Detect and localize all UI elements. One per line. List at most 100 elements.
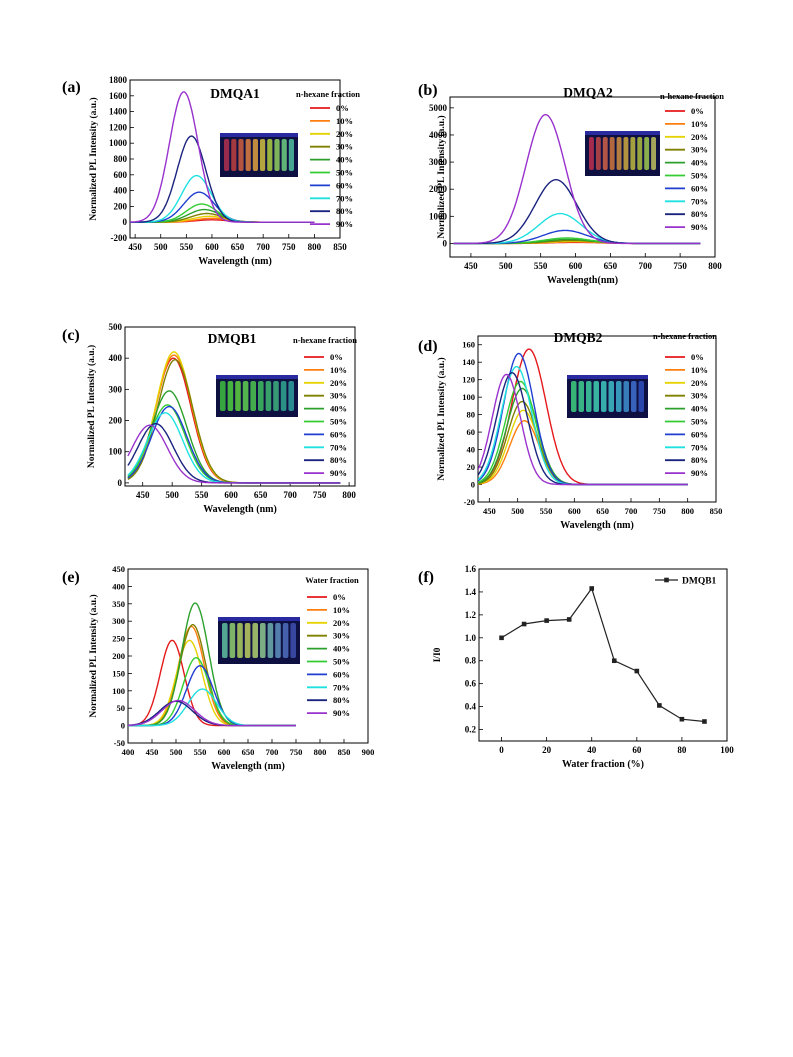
y-tick-label: 4000 [429,130,448,140]
inset-vial [608,381,614,412]
y-tick-label: 250 [112,634,125,644]
legend-label: 50% [691,417,708,427]
inset-top-band [585,131,660,135]
legend-label: 90% [336,219,353,229]
y-tick-label: 800 [114,154,128,164]
y-tick-label: 160 [462,340,475,350]
y-tick-label: 0.2 [465,725,477,735]
inset-vial [288,381,294,411]
legend-label: 30% [333,631,350,641]
legend-label: 40% [330,404,347,414]
y-tick-label: 100 [112,686,125,696]
x-tick-label: 40 [587,745,597,755]
legend-label: DMQB1 [682,577,717,587]
legend-title: Water fraction [305,575,359,585]
inset-vial [275,623,281,658]
y-tick-label: 400 [109,353,123,363]
inset-vial [258,381,264,411]
inset-photo [216,375,298,417]
chart-title: DMQB1 [208,331,257,346]
plot-frame [478,568,728,742]
y-tick-label: 1.2 [465,610,477,620]
x-tick-label: 800 [308,242,322,252]
inset-vial [260,139,266,171]
x-tick-label: 100 [720,745,734,755]
y-tick-label: 0 [121,721,125,731]
legend: DMQB1 [655,577,717,587]
data-point [657,703,662,708]
inset-vial [220,381,226,411]
curves [453,113,701,245]
x-tick-label: 450 [464,261,478,271]
inset-vial [623,137,629,170]
legend-label: 0% [330,352,343,362]
legend-label: 0% [691,352,704,362]
x-tick-label: 500 [165,490,179,500]
series-line-90pct [127,424,341,484]
y-tick-label: 0.8 [465,656,477,666]
x-tick-label: 650 [242,747,255,757]
y-tick-label: -20 [464,497,475,507]
legend-label: 10% [330,365,347,375]
x-axis-label: Wavelength (nm) [198,256,272,267]
y-tick-label: 1000 [429,211,448,221]
y-tick-label: 500 [109,322,123,332]
series-line-80pct [453,179,701,245]
plot-frame [477,335,717,503]
x-tick-label: 800 [314,747,327,757]
inset-vial [273,381,279,411]
x-tick-label: 800 [708,261,722,271]
panel-d: (d) 450 500 550 600 650 700 750 800 850 -20 0 20 40 60… [418,330,722,531]
series-line-90pct [130,91,315,223]
legend-label: 0% [333,592,346,602]
y-tick-label: 300 [112,616,125,626]
plot-frame [124,326,356,487]
y-tick-label: 200 [114,201,128,211]
legend: n-hexane fraction 0% 10% 20% 30% 40% 50% 60% 70%… [660,91,724,232]
legend-label: 20% [691,132,708,142]
inset-vial [630,137,636,170]
inset-photo [218,617,300,664]
legend: n-hexane fraction 0% 10% 20% 30% 40% 50% 60% 70%… [293,335,357,478]
y-tick-label: 0.6 [465,679,477,689]
x-axis-label: Wavelength(nm) [547,275,618,286]
inset-vial [235,381,241,411]
y-tick-label: 450 [112,564,125,574]
data-point [544,618,549,623]
inset-top-band [218,617,300,621]
chart-title: DMQB2 [554,330,603,345]
legend-label: 30% [691,391,708,401]
inset-top-band [220,133,298,137]
inset-photo [567,375,648,418]
y-tick-label: 50 [117,703,126,713]
legend-label: 40% [333,644,350,654]
x-tick-label: 550 [194,747,207,757]
x-tick-label: 700 [639,261,653,271]
y-tick-label: 200 [109,416,123,426]
x-tick-label: 550 [540,506,553,516]
x-tick-label: 500 [170,747,183,757]
y-axis-label: Normalized PL Intensity (a.u.) [88,97,99,220]
y-tick-label: 0.4 [465,702,477,712]
inset-vial [586,381,592,412]
data-point [702,719,707,724]
x-tick-label: 700 [283,490,297,500]
inset-vial [252,139,258,171]
inset-vial [238,139,244,171]
inset-vial [237,623,243,658]
x-tick-label: 600 [224,490,238,500]
inset-top-band [216,375,298,379]
x-tick-label: 500 [499,261,513,271]
x-tick-label: 650 [604,261,618,271]
y-axis-label: Normalized PL Intensity (a.u.) [86,345,97,468]
y-tick-label: 100 [462,392,475,402]
inset-vial [589,137,594,170]
inset-vial [245,139,251,171]
legend-label: 90% [330,468,347,478]
data-point [566,617,572,622]
inset-vial [227,381,234,411]
x-tick-label: 550 [195,490,209,500]
legend-label: 70% [691,196,708,206]
legend-label: 60% [333,669,350,679]
y-axis-label: Normalized PL Intensity (a.u.) [436,357,447,480]
